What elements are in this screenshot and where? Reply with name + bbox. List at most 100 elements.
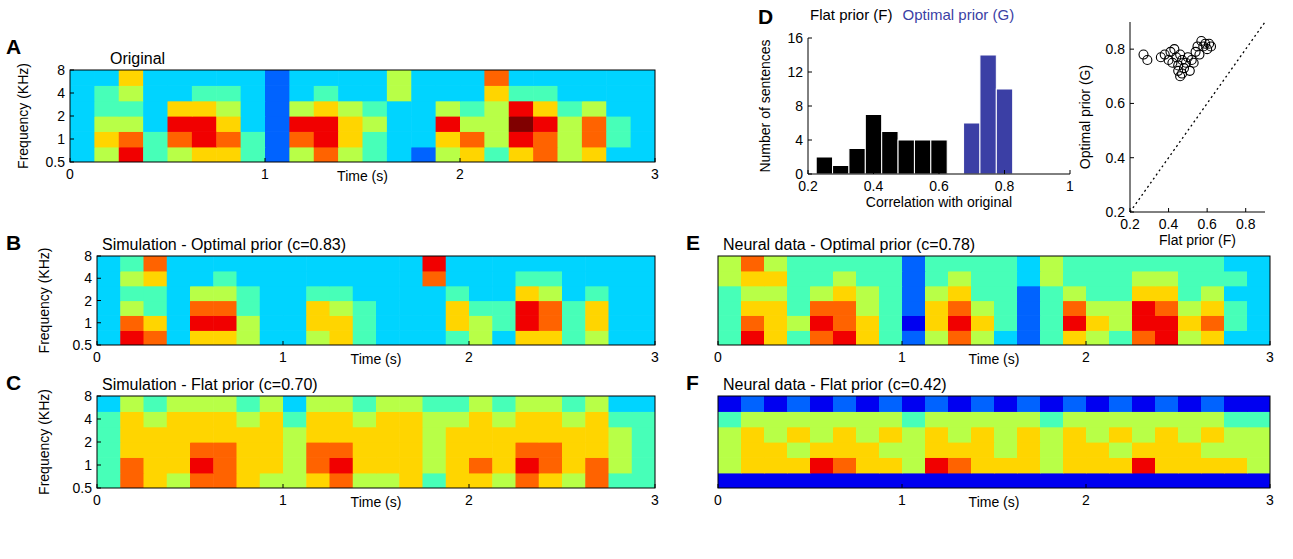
y-tick-label: 0.5 <box>73 480 93 496</box>
cell <box>948 286 972 301</box>
bar <box>996 89 1012 174</box>
x-tick <box>655 158 656 162</box>
cell <box>516 301 540 316</box>
cell <box>423 271 447 286</box>
cell <box>260 411 284 427</box>
cell <box>265 147 290 162</box>
cell <box>810 442 834 458</box>
cell <box>609 330 633 345</box>
cell <box>631 131 655 147</box>
cell <box>1247 457 1270 473</box>
x-axis-title: Time (s) <box>969 351 1020 367</box>
cell <box>330 315 354 331</box>
cell <box>167 315 191 331</box>
cell <box>741 301 765 316</box>
heatmap-panel: 01230.51248Time (s)Frequency (KHz)Simula… <box>36 236 659 367</box>
cells <box>718 256 1270 345</box>
cell <box>190 473 214 488</box>
cell <box>492 457 516 473</box>
legend-entry: Optimal prior (G) <box>903 6 1015 23</box>
cell <box>609 315 633 331</box>
cell <box>948 411 972 427</box>
cell <box>606 85 631 101</box>
cell <box>1247 427 1270 443</box>
cell <box>492 330 516 345</box>
cell <box>609 442 633 458</box>
cell <box>283 427 307 443</box>
cell <box>260 330 284 345</box>
x-tick-label: 0 <box>714 349 722 365</box>
cell <box>1109 286 1133 301</box>
cell <box>787 427 811 443</box>
cell <box>718 457 742 473</box>
y-tick <box>808 174 812 175</box>
cell <box>533 70 558 86</box>
cell <box>190 286 214 301</box>
cell <box>70 70 95 86</box>
cell <box>492 271 516 286</box>
y-tick <box>97 322 101 323</box>
cell <box>265 116 290 132</box>
cell <box>1086 396 1110 412</box>
cell <box>879 256 903 271</box>
cell <box>764 396 788 412</box>
cell <box>1224 256 1248 271</box>
cell <box>539 457 563 473</box>
points <box>1130 22 1265 212</box>
cell <box>399 442 423 458</box>
cell <box>1017 442 1041 458</box>
cell <box>469 457 493 473</box>
cell <box>1155 286 1179 301</box>
cell <box>948 315 972 331</box>
cell <box>1063 330 1087 345</box>
cell <box>120 473 144 488</box>
cell <box>338 131 363 147</box>
cell <box>994 427 1018 443</box>
cell <box>994 315 1018 331</box>
cell <box>810 286 834 301</box>
cell <box>994 301 1018 316</box>
cell <box>190 256 214 271</box>
cell <box>143 70 168 86</box>
cell <box>376 442 400 458</box>
y-tick <box>97 256 101 257</box>
cell <box>446 256 470 271</box>
x-tick <box>718 341 719 345</box>
cell <box>97 473 121 488</box>
cell <box>70 131 95 147</box>
cell <box>539 330 563 345</box>
cell <box>562 457 586 473</box>
y-tick <box>97 465 101 466</box>
cell <box>237 330 261 345</box>
bar <box>849 149 865 175</box>
cell <box>1178 286 1202 301</box>
cell <box>833 315 857 331</box>
cell <box>306 330 330 345</box>
y-tick <box>808 140 812 141</box>
cell <box>260 457 284 473</box>
cell <box>533 85 558 101</box>
cell <box>585 396 609 412</box>
cell <box>283 396 307 412</box>
cell <box>1017 457 1041 473</box>
cell <box>314 131 339 147</box>
cell <box>144 427 168 443</box>
cell <box>741 330 765 345</box>
panel-title: Simulation - Flat prior (c=0.70) <box>102 376 318 393</box>
cell <box>423 396 447 412</box>
cell <box>994 330 1018 345</box>
cell <box>741 411 765 427</box>
cell <box>764 286 788 301</box>
x-tick <box>97 341 98 345</box>
cell <box>423 457 447 473</box>
cell <box>330 286 354 301</box>
cell <box>741 457 765 473</box>
cell <box>144 256 168 271</box>
cell <box>1063 315 1087 331</box>
cell <box>446 442 470 458</box>
cell <box>539 301 563 316</box>
panel-title: Neural data - Flat prior (c=0.42) <box>723 376 947 393</box>
cell <box>516 256 540 271</box>
cell <box>1155 427 1179 443</box>
histogram-panel: 0.20.40.60.810481216Correlation with ori… <box>757 6 1074 210</box>
